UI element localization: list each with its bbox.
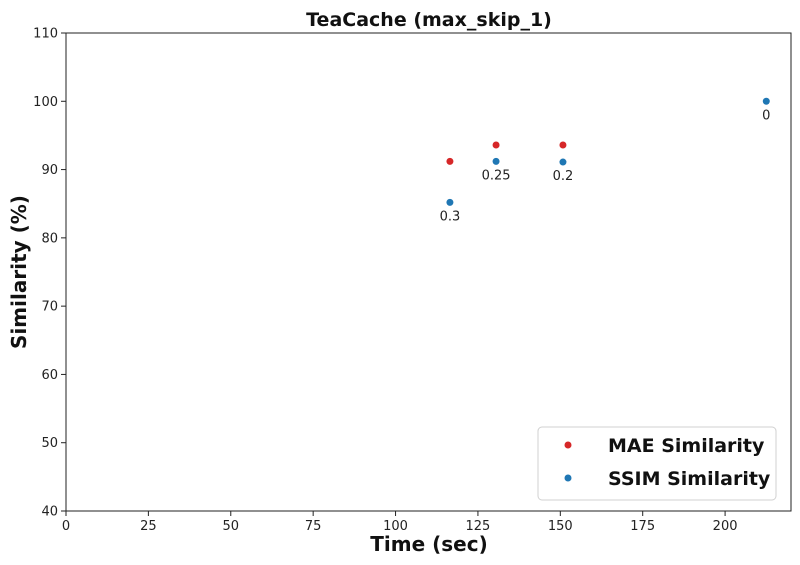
x-tick-label: 50 bbox=[222, 519, 239, 534]
data-points bbox=[446, 97, 770, 206]
point-annotation: 0.2 bbox=[553, 169, 574, 184]
point-annotation: 0.25 bbox=[482, 168, 511, 183]
y-tick-label: 100 bbox=[33, 95, 58, 110]
y-tick-label: 110 bbox=[33, 27, 58, 42]
x-tick-label: 25 bbox=[140, 519, 157, 534]
legend: MAE Similarity SSIM Similarity bbox=[537, 426, 777, 501]
x-tick-label: 200 bbox=[713, 519, 738, 534]
x-tick-label: 75 bbox=[305, 519, 322, 534]
y-tick-label: 60 bbox=[41, 368, 58, 383]
point-annotation: 0.3 bbox=[440, 209, 461, 224]
legend-ssim-label: SSIM Similarity bbox=[608, 468, 771, 490]
chart-title: TeaCache (max_skip_1) bbox=[306, 9, 552, 31]
mae-point bbox=[446, 157, 454, 165]
mae-point bbox=[559, 141, 567, 149]
ssim-point bbox=[762, 97, 770, 105]
mae-point bbox=[492, 141, 500, 149]
x-axis-title: Time (sec) bbox=[370, 532, 487, 556]
axis-ticks: 0 25 50 75 100 125 150 175 200 40 50 60 70 80 90 100 110 bbox=[33, 27, 737, 535]
legend-mae-label: MAE Similarity bbox=[608, 435, 765, 457]
y-tick-label: 70 bbox=[41, 300, 58, 315]
y-tick-label: 90 bbox=[41, 163, 58, 178]
legend-box bbox=[537, 426, 777, 501]
legend-mae-marker bbox=[564, 441, 572, 449]
x-tick-label: 175 bbox=[630, 519, 655, 534]
ssim-point bbox=[492, 157, 500, 165]
y-tick-label: 80 bbox=[41, 231, 58, 246]
plot-frame bbox=[65, 32, 792, 512]
x-tick-label: 0 bbox=[62, 519, 70, 534]
point-labels: 0.3 0.25 0.2 0 bbox=[440, 108, 771, 224]
x-tick-label: 100 bbox=[383, 519, 408, 534]
y-axis-title: Similarity (%) bbox=[7, 195, 31, 349]
legend-ssim-marker bbox=[564, 474, 572, 482]
x-tick-label: 125 bbox=[466, 519, 491, 534]
y-tick-label: 50 bbox=[41, 436, 58, 451]
point-annotation: 0 bbox=[762, 108, 770, 123]
y-tick-label: 40 bbox=[41, 505, 58, 520]
x-tick-label: 150 bbox=[548, 519, 573, 534]
ssim-point bbox=[446, 198, 454, 206]
ssim-point bbox=[559, 158, 567, 166]
